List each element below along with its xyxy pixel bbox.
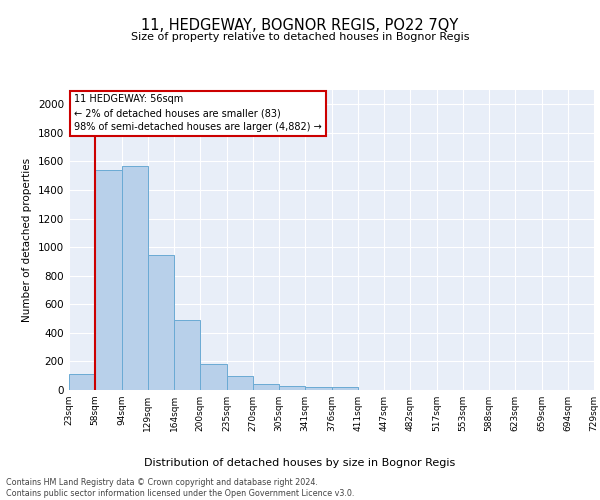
Text: 11 HEDGEWAY: 56sqm
← 2% of detached houses are smaller (83)
98% of semi-detached: 11 HEDGEWAY: 56sqm ← 2% of detached hous… xyxy=(74,94,322,132)
Bar xyxy=(227,376,253,390)
Bar xyxy=(305,387,331,390)
Text: Distribution of detached houses by size in Bognor Regis: Distribution of detached houses by size … xyxy=(145,458,455,468)
Bar xyxy=(148,255,174,390)
Bar xyxy=(279,386,305,390)
Bar xyxy=(95,170,121,390)
Bar xyxy=(69,374,95,390)
Bar xyxy=(200,364,227,390)
Bar xyxy=(121,166,148,390)
Text: 11, HEDGEWAY, BOGNOR REGIS, PO22 7QY: 11, HEDGEWAY, BOGNOR REGIS, PO22 7QY xyxy=(142,18,458,32)
Bar xyxy=(174,320,200,390)
Text: Contains HM Land Registry data © Crown copyright and database right 2024.
Contai: Contains HM Land Registry data © Crown c… xyxy=(6,478,355,498)
Bar xyxy=(331,387,358,390)
Y-axis label: Number of detached properties: Number of detached properties xyxy=(22,158,32,322)
Text: Size of property relative to detached houses in Bognor Regis: Size of property relative to detached ho… xyxy=(131,32,469,42)
Bar xyxy=(253,384,279,390)
